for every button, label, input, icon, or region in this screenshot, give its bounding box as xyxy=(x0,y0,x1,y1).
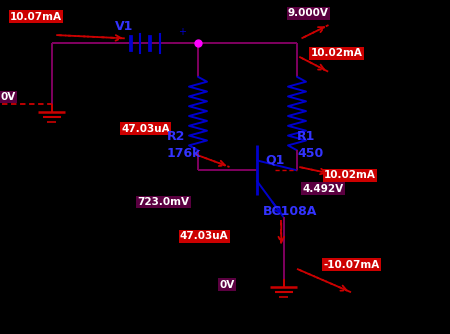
Text: 47.03uA: 47.03uA xyxy=(180,231,229,241)
Text: 10.02mA: 10.02mA xyxy=(310,48,362,58)
Text: 10.02mA: 10.02mA xyxy=(324,170,376,180)
Text: 9.000V: 9.000V xyxy=(288,8,329,18)
Text: R1: R1 xyxy=(297,131,315,143)
Text: 0V: 0V xyxy=(220,280,235,290)
Text: +: + xyxy=(178,27,186,37)
Text: 723.0mV: 723.0mV xyxy=(137,197,189,207)
Text: R2: R2 xyxy=(166,131,185,143)
Text: 10.07mA: 10.07mA xyxy=(10,12,62,22)
Text: -10.07mA: -10.07mA xyxy=(323,260,379,270)
Text: 0V: 0V xyxy=(1,92,16,102)
Text: 450: 450 xyxy=(297,147,323,160)
Text: V1: V1 xyxy=(115,20,133,33)
Text: 4.492V: 4.492V xyxy=(302,184,343,194)
Text: 47.03uA: 47.03uA xyxy=(122,124,170,134)
Text: BC108A: BC108A xyxy=(263,205,318,217)
Text: 176k: 176k xyxy=(166,147,201,160)
Text: Q1: Q1 xyxy=(266,154,285,167)
